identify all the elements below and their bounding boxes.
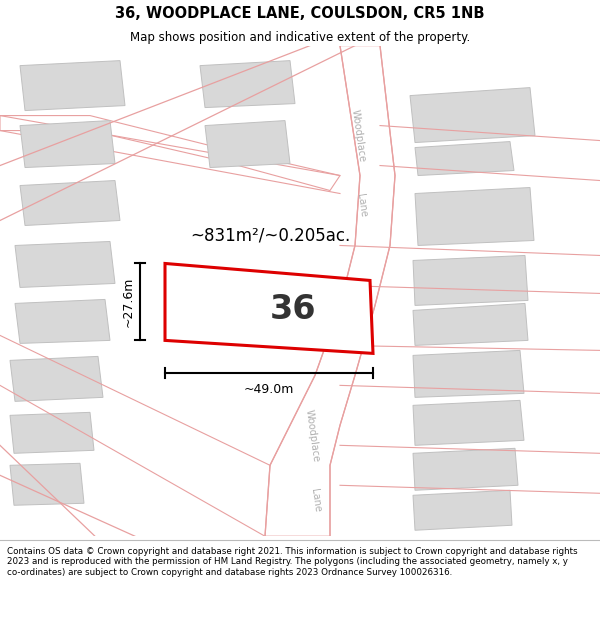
Polygon shape (20, 61, 125, 111)
Text: Contains OS data © Crown copyright and database right 2021. This information is : Contains OS data © Crown copyright and d… (7, 547, 578, 577)
Text: Woodplace: Woodplace (349, 109, 367, 162)
Text: Lane: Lane (310, 488, 323, 512)
Polygon shape (15, 241, 115, 288)
Text: 36, WOODPLACE LANE, COULSDON, CR5 1NB: 36, WOODPLACE LANE, COULSDON, CR5 1NB (115, 6, 485, 21)
Text: Map shows position and indicative extent of the property.: Map shows position and indicative extent… (130, 31, 470, 44)
Polygon shape (265, 46, 395, 536)
Polygon shape (415, 141, 514, 176)
Polygon shape (413, 448, 518, 490)
Polygon shape (20, 181, 120, 226)
Text: 36: 36 (270, 293, 317, 326)
Polygon shape (0, 116, 340, 191)
Text: ~49.0m: ~49.0m (244, 383, 294, 396)
Polygon shape (413, 256, 528, 306)
Polygon shape (205, 121, 290, 168)
Polygon shape (10, 463, 84, 505)
Polygon shape (10, 412, 94, 453)
Polygon shape (20, 121, 115, 168)
Polygon shape (415, 188, 534, 246)
Polygon shape (413, 303, 528, 346)
Polygon shape (413, 490, 512, 530)
Polygon shape (200, 61, 295, 108)
Text: Lane: Lane (355, 193, 368, 218)
Polygon shape (165, 264, 373, 353)
Polygon shape (15, 299, 110, 343)
Text: ~27.6m: ~27.6m (121, 277, 134, 327)
Polygon shape (10, 356, 103, 401)
Polygon shape (410, 88, 535, 142)
Text: Woodplace: Woodplace (304, 408, 320, 462)
Text: ~831m²/~0.205ac.: ~831m²/~0.205ac. (190, 226, 350, 244)
Polygon shape (413, 401, 524, 446)
Polygon shape (413, 351, 524, 398)
